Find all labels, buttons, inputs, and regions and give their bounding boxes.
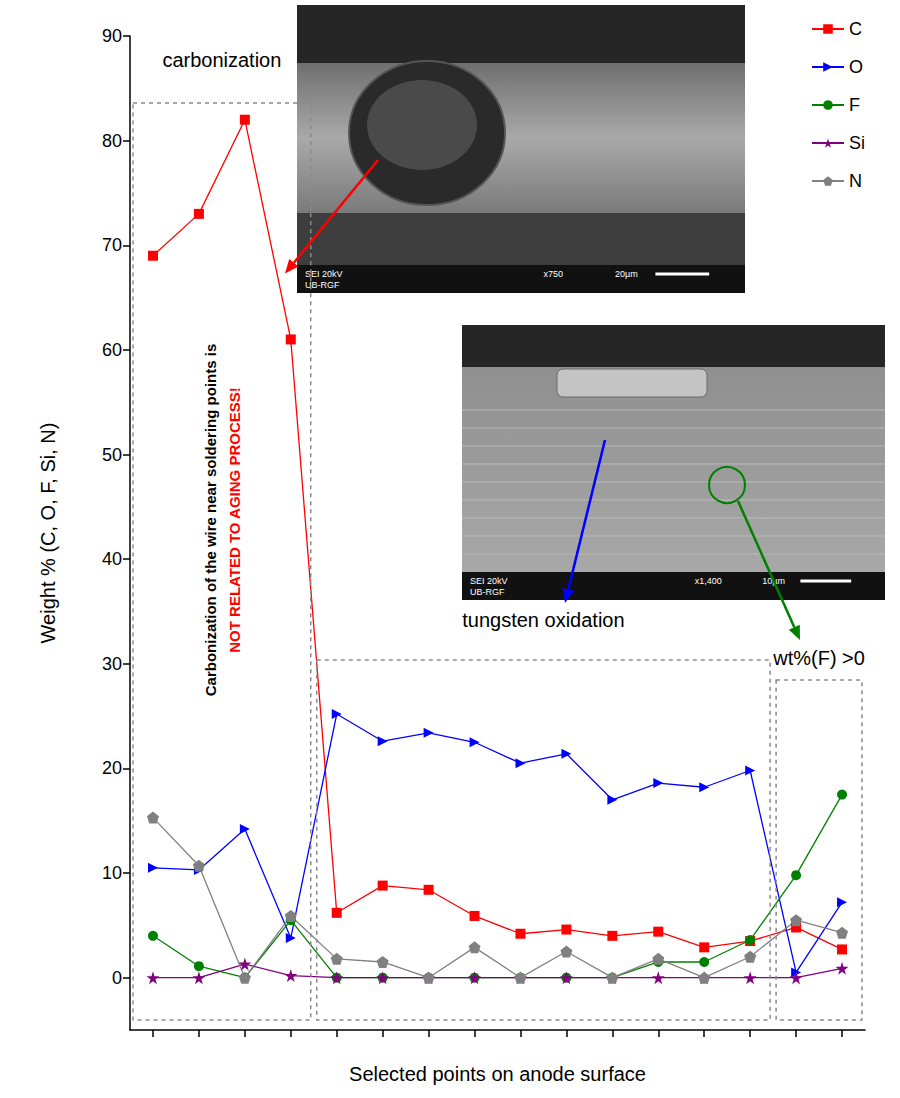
svg-text:70: 70: [102, 235, 122, 255]
svg-text:tungsten oxidation: tungsten oxidation: [462, 609, 624, 631]
svg-text:20: 20: [102, 758, 122, 778]
svg-text:0: 0: [112, 968, 122, 988]
svg-text:N: N: [849, 171, 862, 191]
svg-text:90: 90: [102, 26, 122, 46]
svg-text:NOT RELATED TO AGING PROCESS!: NOT RELATED TO AGING PROCESS!: [226, 387, 243, 653]
svg-text:Carbonization of the wire near: Carbonization of the wire near soldering…: [202, 344, 219, 697]
svg-text:wt%(F) >0: wt%(F) >0: [772, 647, 865, 669]
svg-text:UB-RGF: UB-RGF: [470, 587, 505, 597]
svg-text:Si: Si: [849, 133, 865, 153]
svg-text:C: C: [849, 19, 862, 39]
svg-text:10µm: 10µm: [762, 576, 785, 586]
svg-text:Weight % (C, O, F, Si, N): Weight % (C, O, F, Si, N): [37, 423, 59, 644]
svg-text:x750: x750: [543, 269, 563, 279]
svg-text:20µm: 20µm: [615, 269, 638, 279]
svg-text:80: 80: [102, 131, 122, 151]
svg-text:F: F: [849, 95, 860, 115]
svg-text:30: 30: [102, 654, 122, 674]
svg-text:SEI 20kV: SEI 20kV: [305, 269, 343, 279]
svg-text:50: 50: [102, 445, 122, 465]
svg-text:carbonization: carbonization: [162, 49, 281, 71]
svg-text:40: 40: [102, 549, 122, 569]
svg-text:Selected points on anode surfa: Selected points on anode surface: [349, 1063, 646, 1085]
svg-text:UB-RGF: UB-RGF: [305, 280, 340, 290]
svg-text:O: O: [849, 57, 863, 77]
svg-text:10: 10: [102, 863, 122, 883]
svg-text:60: 60: [102, 340, 122, 360]
svg-text:x1,400: x1,400: [695, 576, 722, 586]
svg-text:SEI 20kV: SEI 20kV: [470, 576, 508, 586]
